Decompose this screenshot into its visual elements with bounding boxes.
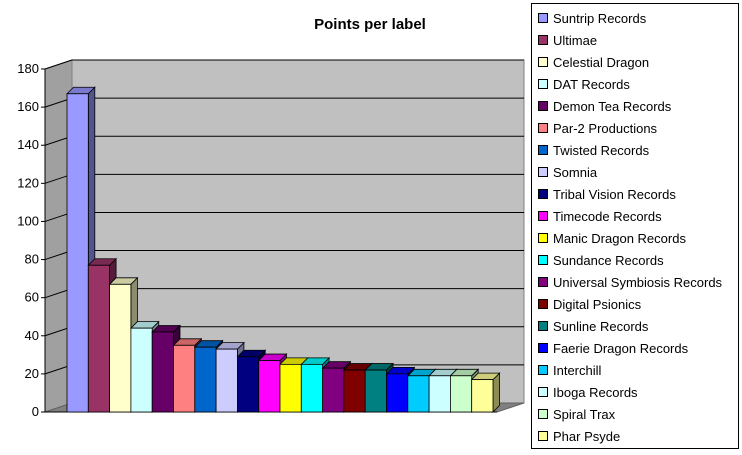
legend-label: Digital Psionics: [553, 296, 642, 312]
legend-swatch: [538, 343, 548, 353]
bar-front: [449, 375, 473, 413]
legend-swatch: [538, 79, 548, 89]
bar-front: [279, 363, 302, 413]
legend-item: Iboga Records: [538, 381, 638, 403]
legend-swatch: [538, 255, 548, 265]
y-tick-label: 100: [17, 213, 39, 228]
legend-item: Faerie Dragon Records: [538, 337, 688, 359]
bars: [66, 86, 501, 413]
legend-item: Sunline Records: [538, 315, 648, 337]
bar-front: [322, 367, 345, 413]
legend-label: Timecode Records: [553, 208, 662, 224]
legend-label: Par-2 Productions: [553, 120, 658, 136]
legend-label: Iboga Records: [553, 384, 638, 400]
legend-swatch: [538, 123, 548, 133]
y-tick-label: 180: [17, 61, 39, 76]
legend-item: Ultimae: [538, 29, 597, 51]
bar-front: [87, 264, 111, 413]
legend-label: Celestial Dragon: [553, 54, 650, 70]
bar-front: [300, 363, 323, 413]
legend-label: Spiral Trax: [553, 406, 616, 422]
legend-item: Twisted Records: [538, 139, 649, 161]
legend-label: Phar Psyde: [553, 428, 621, 444]
y-tick-label: 140: [17, 137, 39, 152]
legend-label: Somnia: [553, 164, 598, 180]
bar-front: [364, 369, 387, 413]
legend: Suntrip Records Ultimae Celestial Dragon DA…: [531, 3, 739, 449]
legend-swatch: [538, 13, 548, 23]
legend-item: DAT Records: [538, 73, 630, 95]
y-tick-label: 160: [17, 99, 39, 114]
bar-front: [407, 375, 430, 413]
legend-item: Timecode Records: [538, 205, 662, 227]
legend-swatch: [538, 431, 548, 441]
y-tick-label: 60: [25, 290, 39, 305]
legend-item: Manic Dragon Records: [538, 227, 686, 249]
legend-swatch: [538, 299, 548, 309]
bar-20: [470, 372, 501, 413]
legend-item: Sundance Records: [538, 249, 664, 271]
legend-swatch: [538, 211, 548, 221]
legend-item: Somnia: [538, 161, 597, 183]
y-tick-label: 80: [25, 252, 39, 267]
legend-swatch: [538, 277, 548, 287]
legend-label: Sunline Records: [553, 318, 649, 334]
legend-swatch: [538, 145, 548, 155]
bar-front: [109, 283, 132, 413]
legend-swatch: [538, 189, 548, 199]
legend-label: DAT Records: [553, 76, 630, 92]
legend-label: Demon Tea Records: [553, 98, 672, 114]
legend-item: Tribal Vision Records: [538, 183, 676, 205]
bar-front: [386, 373, 409, 413]
bar-front: [215, 348, 238, 413]
legend-item: Phar Psyde: [538, 425, 620, 447]
legend-swatch: [538, 233, 548, 243]
legend-swatch: [538, 35, 548, 45]
legend-label: Ultimae: [553, 32, 598, 48]
legend-item: Universal Symbiosis Records: [538, 271, 722, 293]
bar-front: [471, 379, 494, 413]
chart-title: Points per label: [314, 16, 426, 33]
legend-swatch: [538, 365, 548, 375]
gridline: [44, 59, 524, 70]
bar-front: [173, 344, 196, 413]
legend-item: Digital Psionics: [538, 293, 641, 315]
bar-front: [130, 327, 153, 413]
legend-label: Sundance Records: [553, 252, 664, 268]
bar-front: [258, 360, 281, 413]
legend-item: Spiral Trax: [538, 403, 615, 425]
bar-front: [66, 93, 89, 413]
legend-label: Suntrip Records: [553, 10, 647, 26]
bar-front: [151, 331, 174, 413]
legend-item: Par-2 Productions: [538, 117, 657, 139]
y-tick-label: 120: [17, 175, 39, 190]
legend-label: Manic Dragon Records: [553, 230, 686, 246]
legend-swatch: [538, 57, 548, 67]
legend-label: Universal Symbiosis Records: [553, 274, 723, 290]
bar-front: [236, 356, 260, 413]
bar-front: [194, 346, 217, 413]
legend-swatch: [538, 101, 548, 111]
legend-swatch: [538, 409, 548, 419]
legend-item: Interchill: [538, 359, 601, 381]
y-tick-label: 0: [32, 404, 39, 419]
y-tick-label: 40: [25, 328, 39, 343]
legend-swatch: [538, 387, 548, 397]
bar-front: [343, 369, 366, 413]
legend-swatch: [538, 167, 548, 177]
legend-item: Suntrip Records: [538, 7, 646, 29]
legend-label: Faerie Dragon Records: [553, 340, 689, 356]
y-tick-label: 20: [25, 366, 39, 381]
bar-front: [428, 375, 451, 413]
legend-item: Celestial Dragon: [538, 51, 649, 73]
legend-label: Interchill: [553, 362, 602, 378]
legend-swatch: [538, 321, 548, 331]
legend-label: Tribal Vision Records: [553, 186, 676, 202]
legend-label: Twisted Records: [553, 142, 650, 158]
legend-item: Demon Tea Records: [538, 95, 671, 117]
